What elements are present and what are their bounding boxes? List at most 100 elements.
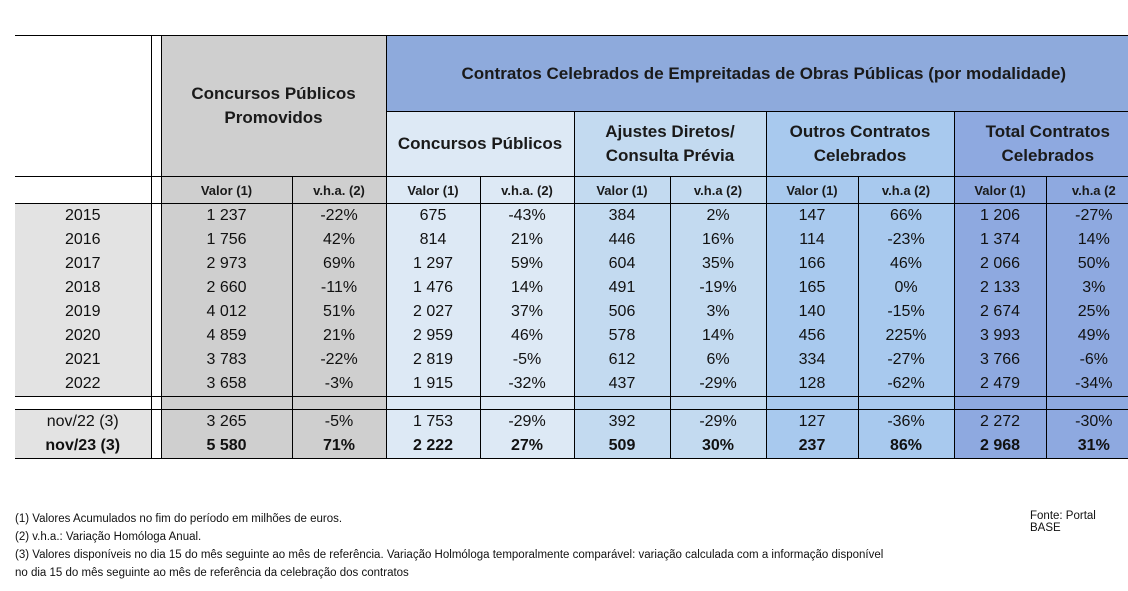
table-cell: 27% — [479, 434, 574, 459]
table-row: 2017 2 973 69% 1 297 59% 604 35% 166 46% 2 066 50% — [15, 252, 1128, 276]
table-cell: 114 — [765, 228, 858, 252]
table-cell: 3 265 — [160, 409, 292, 434]
table-cell: 334 — [765, 348, 858, 372]
table-cell: -3% — [291, 372, 386, 397]
table-row: 2022 3 658 -3% 1 915 -32% 437 -29% 128 -62% 2 479… — [15, 372, 1128, 397]
table-cell: 49% — [1045, 324, 1128, 348]
col-header: v.h.a (2 — [1045, 176, 1128, 204]
divider-cell — [150, 409, 161, 434]
table-row: 2015 1 237 -22% 675 -43% 384 2% 147 66% 1 206 -27% — [15, 203, 1128, 228]
table-row: 2019 4 012 51% 2 027 37% 506 3% 140 -15% 2 674 25% — [15, 300, 1128, 324]
table-cell: 69% — [291, 252, 386, 276]
table-cell: 2 973 — [160, 252, 292, 276]
table-cell: 456 — [765, 324, 858, 348]
table-cell: 31% — [1045, 434, 1128, 459]
year-rows: 2015 1 237 -22% 675 -43% 384 2% 147 66% 1 206 -27%… — [15, 203, 1128, 397]
table-cell: 2 066 — [953, 252, 1046, 276]
table-cell: 506 — [573, 300, 670, 324]
celebrados-header: Contratos Celebrados de Empreitadas de O… — [385, 35, 1128, 112]
table-row: 2016 1 756 42% 814 21% 446 16% 114 -23% 1 374 14% — [15, 228, 1128, 252]
table-cell: 4 859 — [160, 324, 292, 348]
row-label: 2016 — [15, 228, 151, 252]
table-cell: 42% — [291, 228, 386, 252]
table-cell: 2 968 — [953, 434, 1046, 459]
footnote-3a: (3) Valores disponíveis no dia 15 do mês… — [15, 549, 884, 561]
row-label: 2022 — [15, 372, 151, 397]
table-cell: 814 — [385, 228, 480, 252]
table-cell: 3% — [669, 300, 766, 324]
table-cell: -5% — [291, 409, 386, 434]
row-label: 2015 — [15, 203, 151, 228]
table-cell: -36% — [857, 409, 954, 434]
footnotes: (1) Valores Acumulados no fim do período… — [15, 510, 883, 582]
table-row: 2021 3 783 -22% 2 819 -5% 612 6% 334 -27% 3 766 -6… — [15, 348, 1128, 372]
table-cell: 0% — [857, 276, 954, 300]
table-cell: 165 — [765, 276, 858, 300]
table-cell: -27% — [857, 348, 954, 372]
table-cell: 1 476 — [385, 276, 480, 300]
table-cell: 37% — [479, 300, 574, 324]
table-row: nov/22 (3) 3 265 -5% 1 753 -29% 392 -29% 127 -36… — [15, 409, 1128, 434]
footnote-1: (1) Valores Acumulados no fim do período… — [15, 513, 343, 525]
table-cell: 147 — [765, 203, 858, 228]
table-cell: 71% — [291, 434, 386, 459]
table-cell: 14% — [479, 276, 574, 300]
col-header: Valor (1) — [385, 176, 480, 204]
table-cell: 46% — [857, 252, 954, 276]
table-cell: -22% — [291, 203, 386, 228]
table-cell: -29% — [669, 372, 766, 397]
table-cell: 225% — [857, 324, 954, 348]
table-cell: 384 — [573, 203, 670, 228]
table-cell: 446 — [573, 228, 670, 252]
table-cell: 2 819 — [385, 348, 480, 372]
table-cell: -30% — [1045, 409, 1128, 434]
table-cell: 1 756 — [160, 228, 292, 252]
col-header: Valor (1) — [573, 176, 670, 204]
table-cell: 2% — [669, 203, 766, 228]
table-cell: 166 — [765, 252, 858, 276]
divider-cell — [150, 324, 161, 348]
table-cell: 3 783 — [160, 348, 292, 372]
table-cell: -43% — [479, 203, 574, 228]
table-cell: -15% — [857, 300, 954, 324]
table-cell: 509 — [573, 434, 670, 459]
table-cell: -6% — [1045, 348, 1128, 372]
table-cell: -29% — [479, 409, 574, 434]
table-cell: -23% — [857, 228, 954, 252]
row-label: 2019 — [15, 300, 151, 324]
divider-cell — [150, 35, 161, 177]
table-cell: -27% — [1045, 203, 1128, 228]
table-cell: 3 766 — [953, 348, 1046, 372]
row-label: nov/23 (3) — [15, 434, 151, 459]
table-cell: 392 — [573, 409, 670, 434]
group-outros: Outros Contratos Celebrados — [765, 111, 954, 177]
table-cell: 2 222 — [385, 434, 480, 459]
col-header: v.h.a (2) — [857, 176, 954, 204]
table-cell: 21% — [291, 324, 386, 348]
table-cell: -29% — [669, 409, 766, 434]
row-label: 2017 — [15, 252, 151, 276]
table-cell: 1 206 — [953, 203, 1046, 228]
table-cell: 2 660 — [160, 276, 292, 300]
footnote-3b: no dia 15 do mês seguinte ao mês de refe… — [15, 567, 409, 579]
divider-cell — [150, 372, 161, 397]
divider-cell — [150, 434, 161, 459]
table-row: nov/23 (3) 5 580 71% 2 222 27% 509 30% 237 86% 2 … — [15, 434, 1128, 459]
table-cell: 604 — [573, 252, 670, 276]
table-cell: 612 — [573, 348, 670, 372]
table-cell: 2 959 — [385, 324, 480, 348]
table-cell: 1 915 — [385, 372, 480, 397]
bottom-rows: nov/22 (3) 3 265 -5% 1 753 -29% 392 -29% 127 -36… — [15, 409, 1128, 459]
table-cell: 491 — [573, 276, 670, 300]
row-label: 2020 — [15, 324, 151, 348]
table-cell: 86% — [857, 434, 954, 459]
table-cell: 5 580 — [160, 434, 292, 459]
divider-cell — [150, 228, 161, 252]
divider-cell-2 — [150, 176, 161, 204]
table-cell: -32% — [479, 372, 574, 397]
data-table-wrap: Concursos Públicos Promovidos Contratos … — [15, 35, 1128, 459]
group-ajustes: Ajustes Diretos/ Consulta Prévia — [573, 111, 766, 177]
table-cell: 128 — [765, 372, 858, 397]
table-row: 2018 2 660 -11% 1 476 14% 491 -19% 165 0% 2 133 3% — [15, 276, 1128, 300]
divider-cell — [150, 203, 161, 228]
